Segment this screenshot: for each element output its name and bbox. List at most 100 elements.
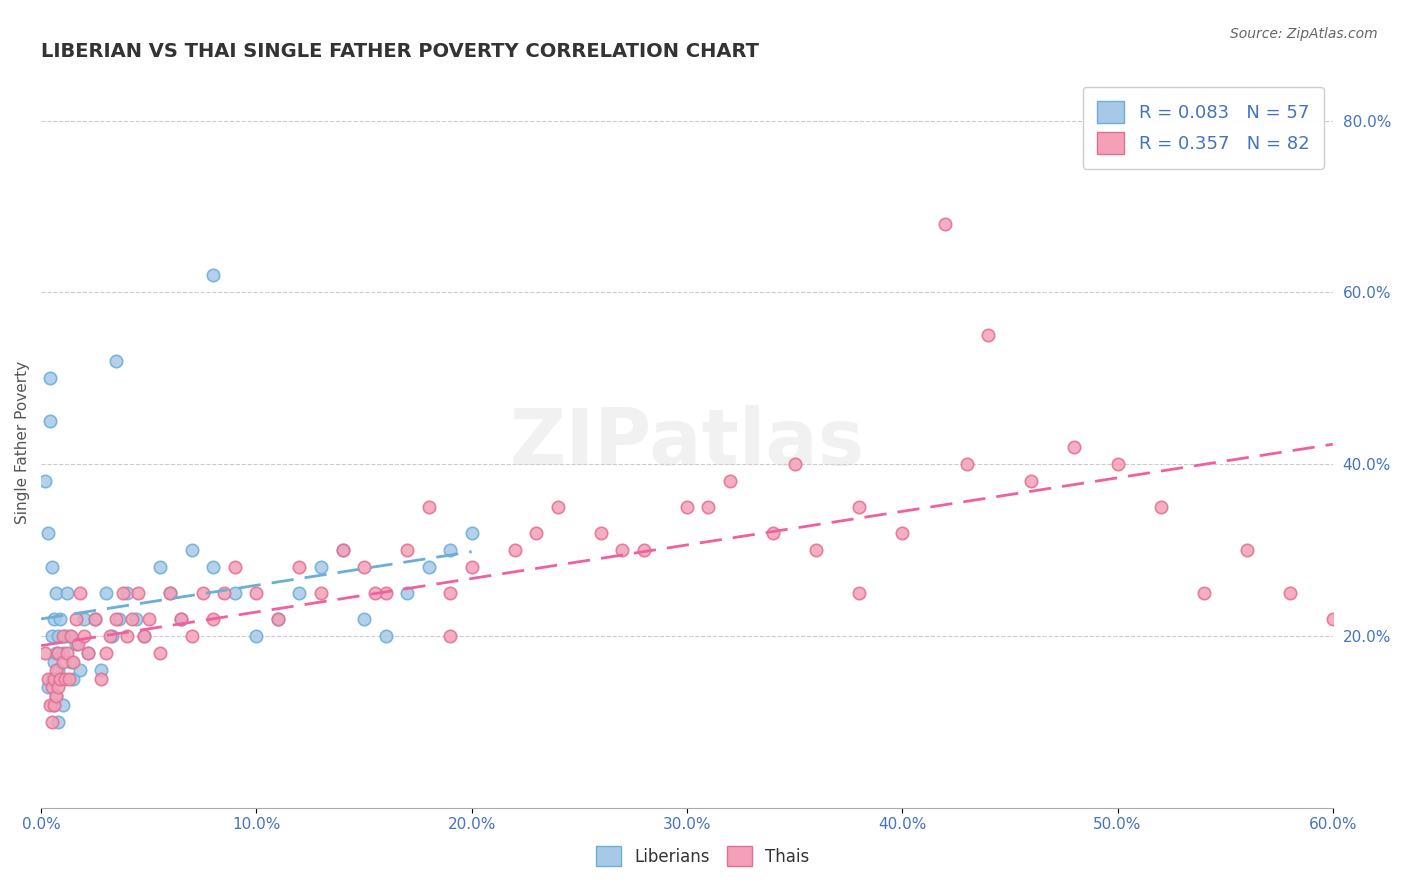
Point [1192,586,1215,600]
Point [633,543,655,558]
Point [62,655,84,669]
Point [49,612,72,626]
Point [69,586,91,600]
Point [848,586,870,600]
Point [148,560,170,574]
Point [524,525,547,540]
Point [439,629,461,643]
Point [612,543,634,558]
Point [49,672,72,686]
Point [62,672,84,686]
Point [52,655,75,669]
Point [37,525,59,540]
Point [127,586,149,600]
Point [34,475,56,489]
Point [783,457,806,471]
Point [56,586,79,600]
Text: ZIPatlas: ZIPatlas [509,405,865,481]
Text: LIBERIAN VS THAI SINGLE FATHER POVERTY CORRELATION CHART: LIBERIAN VS THAI SINGLE FATHER POVERTY C… [41,42,759,61]
Point [42,612,65,626]
Point [956,457,979,471]
Point [170,612,193,626]
Point [115,586,138,600]
Point [65,638,87,652]
Point [718,475,741,489]
Point [288,586,311,600]
Point [94,586,117,600]
Point [418,500,440,514]
Point [42,698,65,712]
Point [891,525,914,540]
Point [267,612,290,626]
Point [34,646,56,660]
Point [94,646,117,660]
Point [101,629,124,643]
Point [45,689,67,703]
Y-axis label: Single Father Poverty: Single Father Poverty [15,361,30,524]
Point [111,586,134,600]
Point [42,655,65,669]
Point [41,560,63,574]
Point [105,354,128,368]
Point [98,629,121,643]
Point [58,629,80,643]
Point [224,586,246,600]
Point [977,328,1000,343]
Point [90,663,112,677]
Point [1278,586,1301,600]
Point [90,672,112,686]
Point [245,586,267,600]
Point [804,543,827,558]
Point [202,560,225,574]
Point [547,500,569,514]
Point [69,663,91,677]
Point [53,629,76,643]
Point [115,629,138,643]
Point [439,586,461,600]
Point [84,612,107,626]
Point [396,543,419,558]
Point [46,714,69,729]
Point [332,543,354,558]
Point [45,586,67,600]
Point [41,681,63,695]
Point [374,586,396,600]
Point [77,646,100,660]
Point [309,560,332,574]
Point [42,698,65,712]
Point [107,612,129,626]
Point [52,698,75,712]
Point [45,663,67,677]
Point [52,629,75,643]
Point [848,500,870,514]
Point [58,672,80,686]
Point [212,586,235,600]
Point [1063,440,1085,454]
Point [121,612,143,626]
Point [589,525,612,540]
Point [191,586,214,600]
Point [1322,612,1344,626]
Legend: R = 0.083   N = 57, R = 0.357   N = 82: R = 0.083 N = 57, R = 0.357 N = 82 [1083,87,1324,169]
Point [202,268,225,282]
Point [38,371,60,385]
Point [45,689,67,703]
Point [38,414,60,428]
Point [77,646,100,660]
Point [1107,457,1129,471]
Point [60,655,83,669]
Point [38,698,60,712]
Point [934,217,956,231]
Point [439,543,461,558]
Point [353,560,375,574]
Point [224,560,246,574]
Legend: Liberians, Thais: Liberians, Thais [588,838,818,875]
Point [65,612,87,626]
Point [676,500,699,514]
Point [267,612,290,626]
Point [503,543,526,558]
Point [202,612,225,626]
Point [180,543,202,558]
Point [1236,543,1258,558]
Point [374,629,396,643]
